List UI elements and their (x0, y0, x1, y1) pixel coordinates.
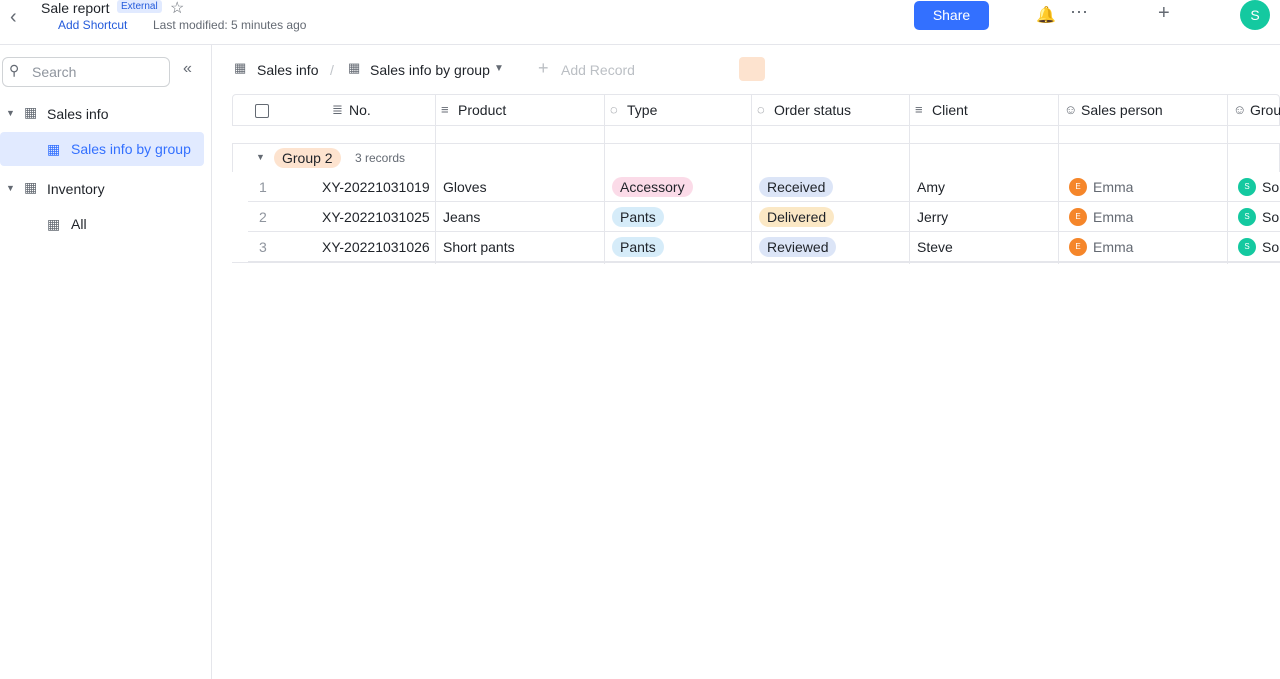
checkbox[interactable] (255, 104, 269, 118)
bell[interactable]: 🔔 (1036, 7, 1056, 24)
view-icon: ▦ (348, 60, 361, 75)
column-icon: ≣ (332, 102, 343, 117)
row-bg (248, 172, 1280, 202)
nav-subitem[interactable]: All (71, 216, 87, 232)
star[interactable]: ☆ (170, 0, 185, 17)
avatar: S (1238, 208, 1256, 226)
product: Jeans (443, 209, 481, 225)
group-person: Sophia (1262, 239, 1280, 255)
view-dropdown[interactable]: ▼ (494, 63, 504, 74)
column-header[interactable]: No. (349, 102, 371, 118)
avatar: E (1069, 238, 1087, 256)
collapse[interactable]: « (183, 60, 192, 77)
search-icon: ⚲ (9, 62, 20, 78)
avatar: S (1238, 238, 1256, 256)
group-person: Sophia (1262, 179, 1280, 195)
search-placeholder: Search (32, 64, 77, 80)
avatar: E (1069, 208, 1087, 226)
caret: ▼ (6, 183, 15, 193)
avatar[interactable]: S (1240, 0, 1270, 30)
search-box[interactable]: ⚲ Search (2, 57, 170, 87)
group-label: Group 2 (274, 148, 341, 168)
row-bg (248, 232, 1280, 262)
column-icon: ≡ (915, 102, 923, 117)
avatar: E (1069, 178, 1087, 196)
column-divider (435, 94, 436, 264)
caret: ▼ (6, 108, 15, 118)
row-bg (248, 202, 1280, 232)
record-no: XY-20221031025 (322, 209, 430, 225)
add-shortcut[interactable]: Add Shortcut (58, 18, 128, 32)
row-number: 3 (259, 239, 267, 255)
type-tag: Accessory (612, 177, 693, 197)
separator: / (330, 62, 334, 78)
column-icon: ≡ (441, 102, 449, 117)
group-button[interactable] (739, 57, 765, 81)
column-header[interactable]: Order status (774, 102, 852, 118)
record-no: XY-20221031026 (322, 239, 430, 255)
column-icon: ◌ (757, 102, 765, 117)
nav-item[interactable]: Inventory (47, 181, 105, 197)
column-divider (751, 94, 752, 264)
row-number: 2 (259, 209, 267, 225)
column-divider (909, 94, 910, 264)
view-icon: ▦ (47, 216, 61, 232)
group-count: 3 records (355, 151, 406, 165)
column-icon: ☺ (1233, 102, 1247, 117)
nav-subitem[interactable]: Sales info by group (71, 141, 191, 157)
column-header[interactable]: Group (1250, 102, 1280, 118)
type-tag: Pants (612, 237, 664, 257)
table: ≣ No. ≡ Product ◌ Type ◌ Order status ≡ Client ☺ Sa… (232, 94, 1280, 264)
add[interactable]: + (1158, 2, 1170, 24)
client: Steve (917, 239, 953, 255)
status-tag: Delivered (759, 207, 835, 227)
table-bottom (232, 262, 1280, 263)
column-divider (604, 94, 605, 264)
header: ‹ Sale report External ☆ Add Shortcut La… (0, 0, 1280, 45)
type-tag: Pants (612, 207, 664, 227)
client: Amy (917, 179, 945, 195)
view-icon: ▦ (47, 141, 61, 157)
column-divider (1058, 94, 1059, 264)
more[interactable]: ⋯ (1070, 2, 1088, 22)
group-person: Sophia (1262, 209, 1280, 225)
badge: External (117, 0, 162, 13)
row-number: 1 (259, 179, 267, 195)
column-divider (1227, 94, 1228, 264)
column-icon: ◌ (610, 102, 618, 117)
breadcrumb[interactable]: Sales info (257, 62, 319, 78)
add-icon: + (538, 58, 549, 78)
status-tag: Reviewed (759, 237, 837, 257)
back-button[interactable]: ‹ (10, 6, 17, 28)
column-header[interactable]: Client (932, 102, 968, 118)
add-record[interactable]: Add Record (561, 62, 635, 78)
column-header[interactable]: Product (458, 102, 507, 118)
sidebar: ⚲ Search « ▼ ▦ Sales info ▦ Sales info by gr… (0, 45, 212, 679)
sales-person: Emma (1093, 179, 1134, 195)
doc-title: Sale report (41, 0, 110, 16)
column-header[interactable]: Type (627, 102, 658, 118)
product: Gloves (443, 179, 487, 195)
record-no: XY-20221031019 (322, 179, 430, 195)
column-header[interactable]: Sales person (1081, 102, 1163, 118)
table-icon: ▦ (24, 179, 38, 195)
view-name[interactable]: Sales info by group (370, 62, 490, 78)
share-button[interactable]: Share (914, 1, 989, 30)
sales-person: Emma (1093, 209, 1134, 225)
table-icon: ▦ (234, 60, 247, 75)
group-caret: ▼ (256, 152, 265, 162)
modified: Last modified: 5 minutes ago (153, 18, 307, 32)
toolbar: ▦ Sales info / ▦ Sales info by group ▼ +… (212, 45, 1280, 93)
table-icon: ▦ (24, 104, 38, 120)
column-icon: ☺ (1064, 102, 1078, 117)
client: Jerry (917, 209, 949, 225)
status-tag: Received (759, 177, 834, 197)
share-label: Share (932, 7, 971, 23)
nav-item[interactable]: Sales info (47, 106, 109, 122)
selected-bg (0, 132, 204, 166)
avatar: S (1238, 178, 1256, 196)
product: Short pants (443, 239, 515, 255)
sales-person: Emma (1093, 239, 1134, 255)
